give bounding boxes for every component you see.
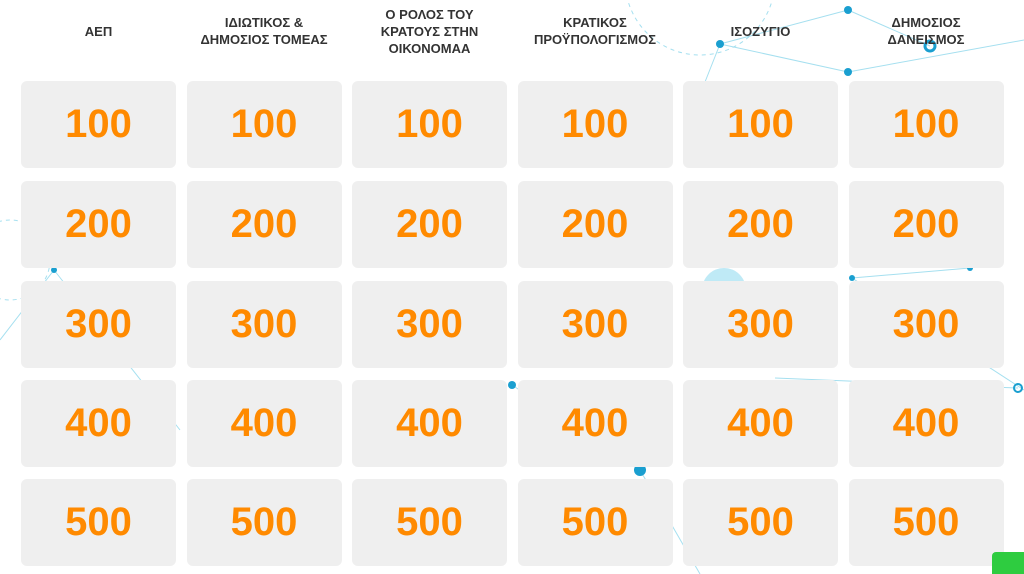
question-tile[interactable]: 500 (186, 479, 342, 566)
point-value: 100 (561, 102, 629, 146)
question-tile[interactable]: 300 (517, 281, 673, 368)
header-line: ΙΔΙΩΤΙΚΟΣ & (224, 15, 304, 30)
point-value: 100 (727, 102, 794, 146)
point-value: 200 (561, 202, 629, 246)
header-line: ΠΡΟΫΠΟΛΟΓΙΣΜΟΣ (533, 32, 657, 47)
question-tile[interactable]: 300 (848, 281, 1004, 368)
question-tile[interactable]: 100 (683, 81, 838, 168)
point-value: 400 (727, 401, 794, 445)
question-tile[interactable]: 100 (517, 81, 673, 168)
column-header: ΑΕΠ (19, 0, 179, 62)
question-tile[interactable]: 200 (186, 181, 342, 268)
question-tile[interactable]: 300 (186, 281, 342, 368)
point-value: 300 (230, 302, 298, 346)
point-value: 300 (65, 302, 132, 346)
point-value: 300 (396, 302, 463, 346)
question-tile[interactable]: 100 (352, 81, 507, 168)
question-tile[interactable]: 400 (21, 380, 176, 467)
column-header: ΔΗΜΟΣΙΟΣ ΔΑΝΕΙΣΜΟΣ (846, 0, 1006, 62)
point-value: 100 (230, 102, 298, 146)
point-value: 200 (727, 202, 794, 246)
timer-button[interactable] (992, 552, 1024, 574)
point-value: 400 (230, 401, 298, 445)
question-tile[interactable]: 400 (352, 380, 507, 467)
question-tile[interactable]: 100 (848, 81, 1004, 168)
point-value: 500 (892, 500, 960, 544)
question-tile[interactable]: 200 (352, 181, 507, 268)
question-tile[interactable]: 500 (517, 479, 673, 566)
header-line: ΔΗΜΟΣΙΟΣ ΤΟΜΕΑΣ (200, 32, 328, 47)
point-value: 500 (396, 500, 463, 544)
question-tile[interactable]: 200 (683, 181, 838, 268)
question-tile[interactable]: 400 (683, 380, 838, 467)
point-value: 100 (65, 102, 132, 146)
point-value: 300 (892, 302, 960, 346)
header-line: ΑΕΠ (84, 23, 113, 39)
question-tile[interactable]: 200 (517, 181, 673, 268)
point-value: 100 (396, 102, 463, 146)
point-value: 200 (65, 202, 132, 246)
point-value: 400 (561, 401, 629, 445)
point-value: 400 (65, 401, 132, 445)
question-tile[interactable]: 500 (352, 479, 507, 566)
question-tile[interactable]: 500 (683, 479, 838, 566)
point-value: 300 (727, 302, 794, 346)
question-tile[interactable]: 200 (21, 181, 176, 268)
point-value: 400 (396, 401, 463, 445)
point-value: 200 (396, 202, 463, 246)
point-value: 200 (892, 202, 960, 246)
header-line: ΟΙΚΟΝΟΜΑΑ (388, 40, 471, 56)
point-value: 400 (892, 401, 960, 445)
column-header: ΙΣΟΖΥΓΙΟ (681, 0, 841, 62)
header-line: ΙΣΟΖΥΓΙΟ (730, 23, 791, 39)
header-line: ΔΗΜΟΣΙΟΣ (891, 15, 961, 30)
question-tile[interactable]: 100 (186, 81, 342, 168)
header-line: ΚΡΑΤΙΚΟΣ (563, 15, 627, 30)
column-header: ΚΡΑΤΙΚΟΣ ΠΡΟΫΠΟΛΟΓΙΣΜΟΣ (515, 0, 675, 62)
header-line: ΔΑΝΕΙΣΜΟΣ (887, 32, 965, 47)
question-tile[interactable]: 500 (21, 479, 176, 566)
point-value: 500 (727, 500, 794, 544)
point-value: 500 (230, 500, 298, 544)
question-tile[interactable]: 400 (848, 380, 1004, 467)
question-tile[interactable]: 400 (186, 380, 342, 467)
column-header: Ο ΡΟΛΟΣ ΤΟΥ ΚΡΑΤΟΥΣ ΣΤΗΝ ΟΙΚΟΝΟΜΑΑ (350, 0, 510, 62)
question-tile[interactable]: 300 (352, 281, 507, 368)
point-value: 100 (892, 102, 960, 146)
point-value: 300 (561, 302, 629, 346)
question-tile[interactable]: 500 (848, 479, 1004, 566)
point-value: 200 (230, 202, 298, 246)
question-tile[interactable]: 400 (517, 380, 673, 467)
point-value: 500 (561, 500, 629, 544)
question-tile[interactable]: 300 (683, 281, 838, 368)
question-tile[interactable]: 200 (848, 181, 1004, 268)
header-line: ΚΡΑΤΟΥΣ ΣΤΗΝ (380, 23, 479, 39)
point-value: 500 (65, 500, 132, 544)
question-tile[interactable]: 100 (21, 81, 176, 168)
column-header: ΙΔΙΩΤΙΚΟΣ & ΔΗΜΟΣΙΟΣ ΤΟΜΕΑΣ (184, 0, 344, 62)
header-line: Ο ΡΟΛΟΣ ΤΟΥ (385, 6, 474, 22)
question-tile[interactable]: 300 (21, 281, 176, 368)
